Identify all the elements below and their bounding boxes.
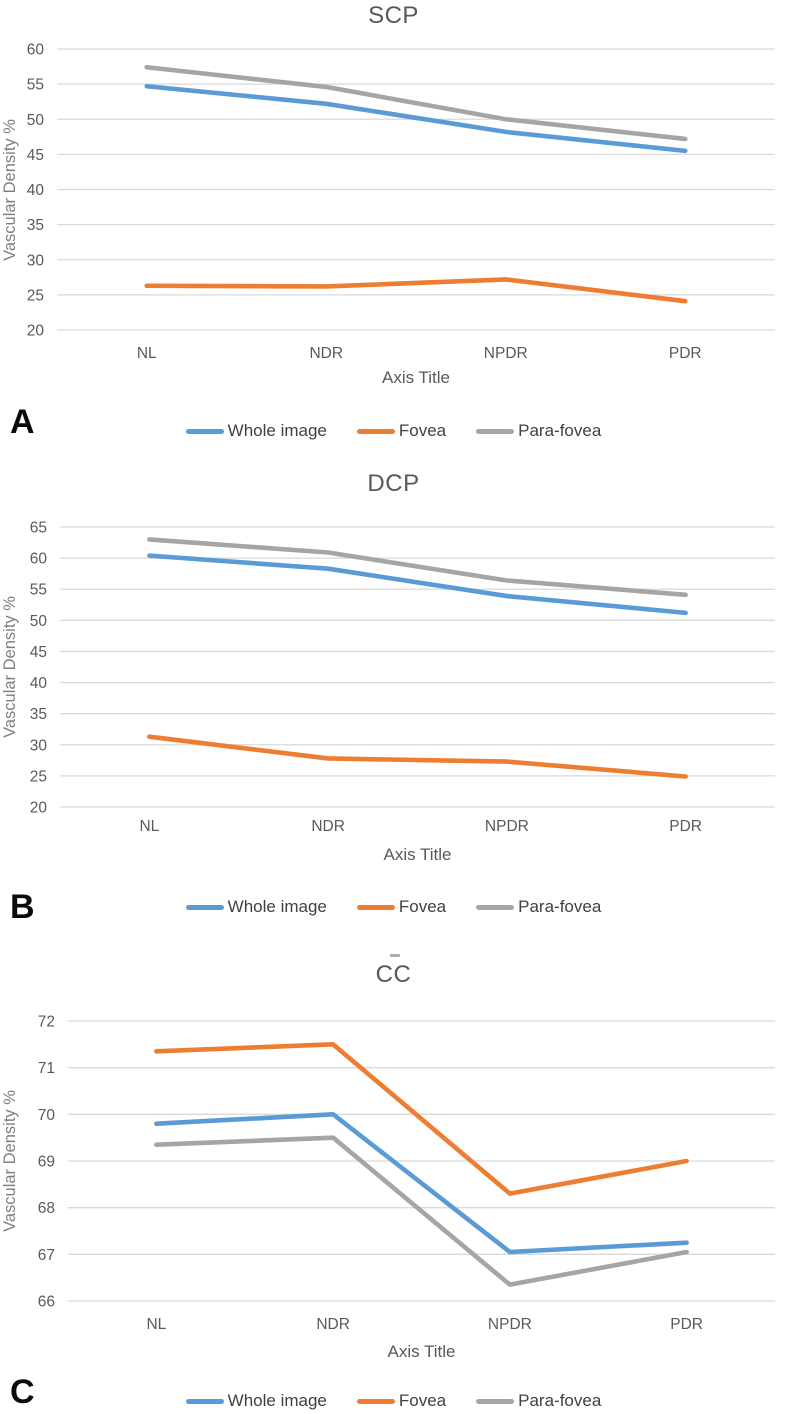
- whole-image-line-swatch-icon: [185, 428, 224, 434]
- y-tick-label: 67: [38, 1247, 55, 1264]
- legend-label: Para-fovea: [518, 897, 602, 916]
- legend-label: Fovea: [398, 897, 447, 916]
- chart-title-scp: SCP: [368, 2, 419, 29]
- y-tick-label: 65: [30, 520, 47, 537]
- x-category-label: NPDR: [484, 345, 528, 362]
- y-tick-label: 69: [38, 1154, 55, 1171]
- legend-dcp: Whole image Fovea Para-fovea: [0, 897, 787, 917]
- x-axis-title-scp: Axis Title: [381, 368, 451, 387]
- legend-scp: Whole image Fovea Para-fovea: [0, 421, 787, 441]
- chart-title-dcp: DCP: [367, 470, 420, 497]
- x-category-label: NDR: [311, 818, 345, 835]
- y-tick-label: 45: [27, 147, 44, 164]
- y-tick-label: 50: [30, 613, 48, 630]
- legend-item-fovea: Fovea: [356, 421, 447, 441]
- legend-item-whole-image: Whole image: [185, 1391, 327, 1411]
- series-line-fovea: [147, 734, 688, 779]
- legend-item-para-fovea: Para-fovea: [476, 897, 601, 917]
- legend-item-para-fovea: Para-fovea: [476, 1391, 601, 1411]
- y-tick-label: 40: [30, 675, 48, 692]
- x-category-label: NL: [137, 345, 157, 362]
- para-fovea-line-swatch-icon: [476, 904, 515, 910]
- series-line-para-fovea: [144, 64, 688, 142]
- y-tick-label: 71: [38, 1060, 55, 1077]
- x-axis-title-cc: Axis Title: [387, 1342, 456, 1361]
- y-tick-label: 60: [30, 551, 48, 568]
- series-line-whole-image: [147, 553, 688, 616]
- x-category-label: NPDR: [488, 1316, 532, 1333]
- panel-label-b: B: [10, 888, 35, 926]
- y-tick-label: 30: [30, 737, 48, 754]
- legend-label: Fovea: [398, 421, 447, 440]
- series-line-whole-image: [154, 1112, 689, 1255]
- series-line-fovea: [154, 1042, 689, 1196]
- y-axis-title: Vascular Density %: [1, 1090, 19, 1232]
- series-line-whole-image: [144, 83, 688, 154]
- fovea-line-swatch-icon: [356, 428, 395, 434]
- x-category-label: NPDR: [485, 818, 529, 835]
- y-tick-label: 72: [38, 1014, 55, 1031]
- legend-item-fovea: Fovea: [356, 1391, 447, 1411]
- y-tick-label: 70: [38, 1107, 56, 1124]
- x-category-label: PDR: [669, 345, 702, 362]
- series-line-fovea: [144, 277, 688, 304]
- artifact-dash: [390, 954, 400, 957]
- y-tick-label: 25: [27, 287, 44, 304]
- whole-image-line-swatch-icon: [185, 904, 224, 910]
- y-tick-label: 55: [27, 77, 44, 94]
- x-category-label: PDR: [670, 1316, 703, 1333]
- x-category-label: NL: [139, 818, 159, 835]
- legend-label: Whole image: [227, 897, 327, 916]
- x-category-label: PDR: [669, 818, 702, 835]
- y-tick-label: 60: [27, 42, 45, 59]
- y-tick-label: 66: [38, 1294, 55, 1311]
- legend-label: Whole image: [227, 1391, 327, 1410]
- para-fovea-line-swatch-icon: [476, 1398, 515, 1404]
- legend-cc: Whole image Fovea Para-fovea: [0, 1391, 787, 1411]
- y-tick-label: 35: [27, 217, 44, 234]
- panel-label-c: C: [10, 1373, 35, 1411]
- series-line-para-fovea: [147, 537, 688, 598]
- y-tick-label: 25: [30, 768, 47, 785]
- y-tick-label: 30: [27, 252, 45, 269]
- y-tick-label: 40: [27, 182, 45, 199]
- y-axis-title: Vascular Density %: [1, 119, 19, 261]
- legend-item-para-fovea: Para-fovea: [476, 421, 601, 441]
- panel-label-a: A: [10, 403, 35, 441]
- legend-label: Fovea: [398, 1391, 447, 1410]
- fovea-line-swatch-icon: [356, 1398, 395, 1404]
- series-line-para-fovea: [154, 1135, 689, 1287]
- y-tick-label: 50: [27, 112, 45, 129]
- legend-label: Para-fovea: [518, 1391, 602, 1410]
- legend-item-fovea: Fovea: [356, 897, 447, 917]
- y-tick-label: 20: [30, 800, 48, 817]
- y-tick-label: 55: [30, 582, 47, 599]
- chart-title-cc: CC: [375, 961, 412, 988]
- x-category-label: NL: [146, 1316, 166, 1333]
- y-tick-label: 20: [27, 323, 45, 340]
- y-tick-label: 45: [30, 644, 47, 661]
- x-category-label: NDR: [316, 1316, 350, 1333]
- legend-label: Para-fovea: [518, 421, 602, 440]
- legend-item-whole-image: Whole image: [185, 897, 327, 917]
- para-fovea-line-swatch-icon: [476, 428, 515, 434]
- y-tick-label: 35: [30, 706, 47, 723]
- legend-item-whole-image: Whole image: [185, 421, 327, 441]
- x-axis-title-dcp: Axis Title: [383, 845, 452, 864]
- legend-label: Whole image: [227, 421, 327, 440]
- y-tick-label: 68: [38, 1200, 55, 1217]
- y-axis-title: Vascular Density %: [1, 596, 19, 738]
- x-category-label: NDR: [309, 345, 343, 362]
- fovea-line-swatch-icon: [356, 904, 395, 910]
- whole-image-line-swatch-icon: [185, 1398, 224, 1404]
